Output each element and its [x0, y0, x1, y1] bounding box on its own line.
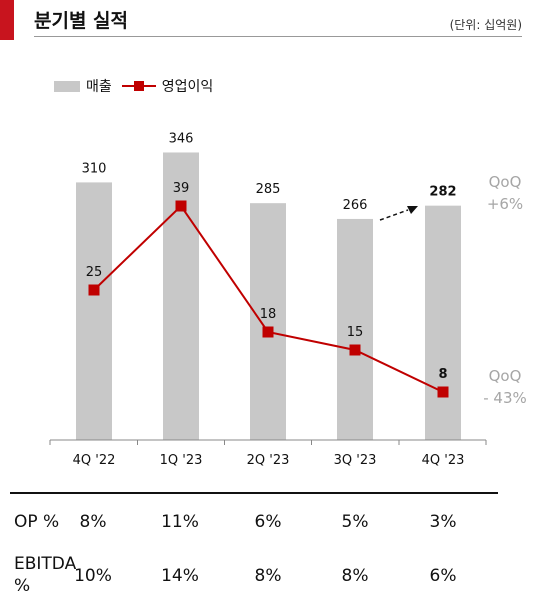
- table-cell: 8%: [341, 566, 369, 586]
- legend-bar-swatch: [54, 80, 80, 92]
- qoq-arrow-head: [407, 206, 418, 214]
- x-tick-label: 4Q '22: [73, 453, 116, 468]
- bar-value-label: 310: [82, 161, 107, 176]
- bar-sales: [163, 152, 199, 440]
- title-accent-bar: [0, 0, 14, 40]
- chart-legend: 매출 영업이익: [54, 76, 213, 96]
- x-tick-label: 4Q '23: [422, 453, 465, 468]
- op-point-marker: [88, 284, 100, 296]
- quarterly-chart: 310 346 285 266 282 4Q '22 1Q '23 2Q '23 3Q '23 4…: [49, 131, 527, 468]
- table-cell: 6%: [429, 566, 457, 586]
- legend-sales-label: 매출: [86, 79, 112, 95]
- x-tick-label: 1Q '23: [160, 453, 203, 468]
- table-cell: 8%: [79, 512, 107, 532]
- qoq-sales-label: QoQ: [489, 173, 522, 191]
- bar-value-label: 282: [429, 185, 456, 200]
- bar-value-label: 285: [256, 182, 281, 197]
- bar-sales: [76, 182, 112, 440]
- row-label: EBITDA: [14, 554, 77, 574]
- qoq-op-label: QoQ: [489, 367, 522, 385]
- row-label: OP %: [14, 512, 60, 532]
- table-cell: 5%: [341, 512, 369, 532]
- table-cell: 10%: [74, 566, 112, 586]
- title-divider: [34, 36, 522, 37]
- op-value-label: 18: [260, 307, 277, 322]
- op-value-label: 39: [173, 181, 190, 196]
- op-value-label: 25: [86, 265, 103, 280]
- x-tick-label: 2Q '23: [247, 453, 290, 468]
- qoq-op-value: - 43%: [483, 389, 527, 407]
- unit-label: (단위: 십억원): [449, 18, 522, 32]
- op-value-label: 15: [347, 325, 364, 340]
- bar-value-label: 266: [343, 198, 368, 213]
- op-point-marker: [349, 344, 361, 356]
- table-cell: 6%: [254, 512, 282, 532]
- bar-sales: [337, 218, 373, 440]
- op-value-label: 8: [438, 367, 447, 382]
- qoq-arrow-line: [379, 209, 409, 221]
- op-point-marker: [437, 386, 449, 398]
- bar-sales: [425, 205, 461, 440]
- qoq-sales-value: +6%: [487, 195, 523, 213]
- legend-line-swatch: [121, 80, 156, 92]
- row-label-cont: %: [14, 576, 31, 596]
- x-tick-label: 3Q '23: [334, 453, 377, 468]
- page-title: 분기별 실적: [34, 10, 129, 32]
- legend-op-label: 영업이익: [161, 79, 214, 95]
- table-top-rule: [10, 492, 498, 494]
- op-point-marker: [175, 200, 187, 212]
- table-cell: 11%: [161, 512, 199, 532]
- table-cell: 8%: [254, 566, 282, 586]
- bar-value-label: 346: [169, 131, 194, 146]
- bar-sales: [250, 203, 286, 440]
- table-cell: 14%: [161, 566, 199, 586]
- table-cell: 3%: [429, 512, 457, 532]
- op-point-marker: [262, 326, 274, 338]
